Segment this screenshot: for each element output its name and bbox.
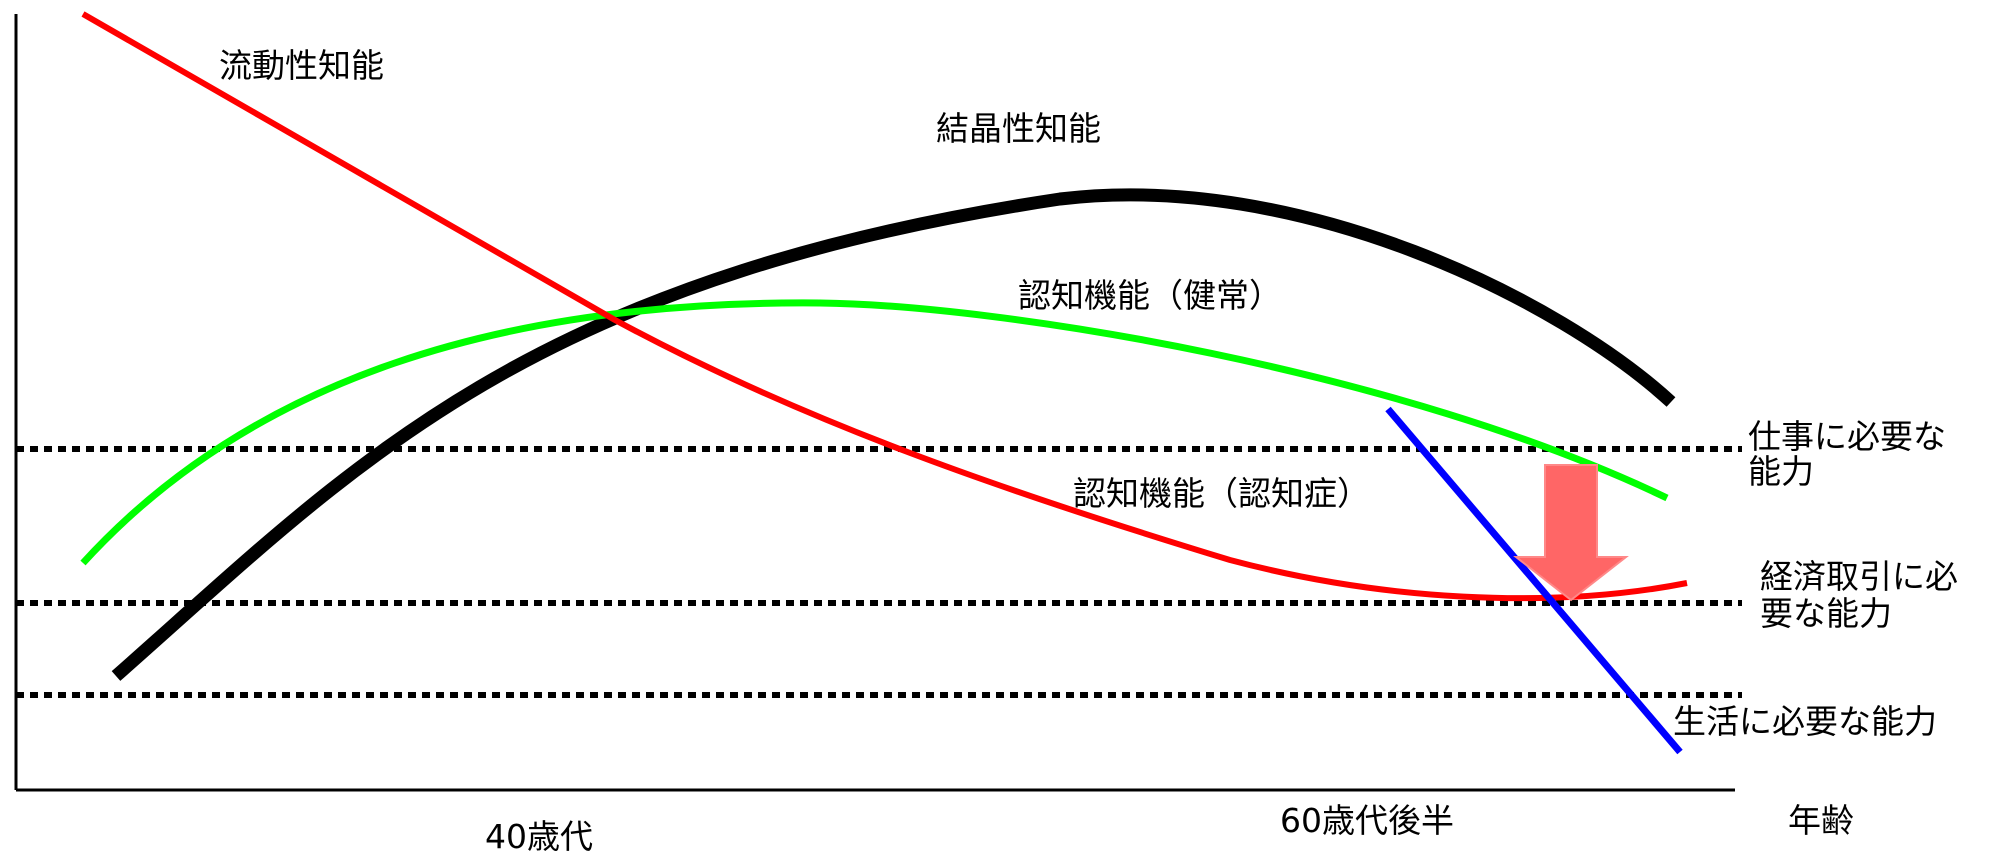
work-ability-label-line2: 能力 bbox=[1748, 452, 1814, 491]
x-axis-title: 年齢 bbox=[1788, 801, 1854, 840]
dementia-decline-line bbox=[1385, 406, 1683, 755]
fluid-intelligence-curve bbox=[81, 11, 1688, 602]
work-ability-label-line1: 仕事に必要な bbox=[1748, 417, 1946, 456]
financial-ability-label-line2: 要な能力 bbox=[1760, 594, 1892, 633]
fluid-intelligence-label: 流動性知能 bbox=[219, 46, 384, 85]
age-40s-label: 40歳代 bbox=[485, 817, 593, 853]
financial-ability-label-line1: 経済取引に必 bbox=[1760, 557, 1958, 596]
crystallized-intelligence-curve bbox=[111, 188, 1676, 681]
dementia-cognition-label: 認知機能（認知症） bbox=[1073, 474, 1370, 513]
age-late-60s-label: 60歳代後半 bbox=[1280, 801, 1454, 840]
decline-arrow bbox=[1513, 464, 1629, 602]
daily-life-ability-label: 生活に必要な能力 bbox=[1673, 702, 1937, 741]
crystallized-intelligence-label: 結晶性知能 bbox=[936, 109, 1101, 148]
healthy-cognition-label: 認知機能（健常） bbox=[1018, 276, 1282, 315]
healthy-cognition-curve bbox=[80, 299, 1669, 566]
